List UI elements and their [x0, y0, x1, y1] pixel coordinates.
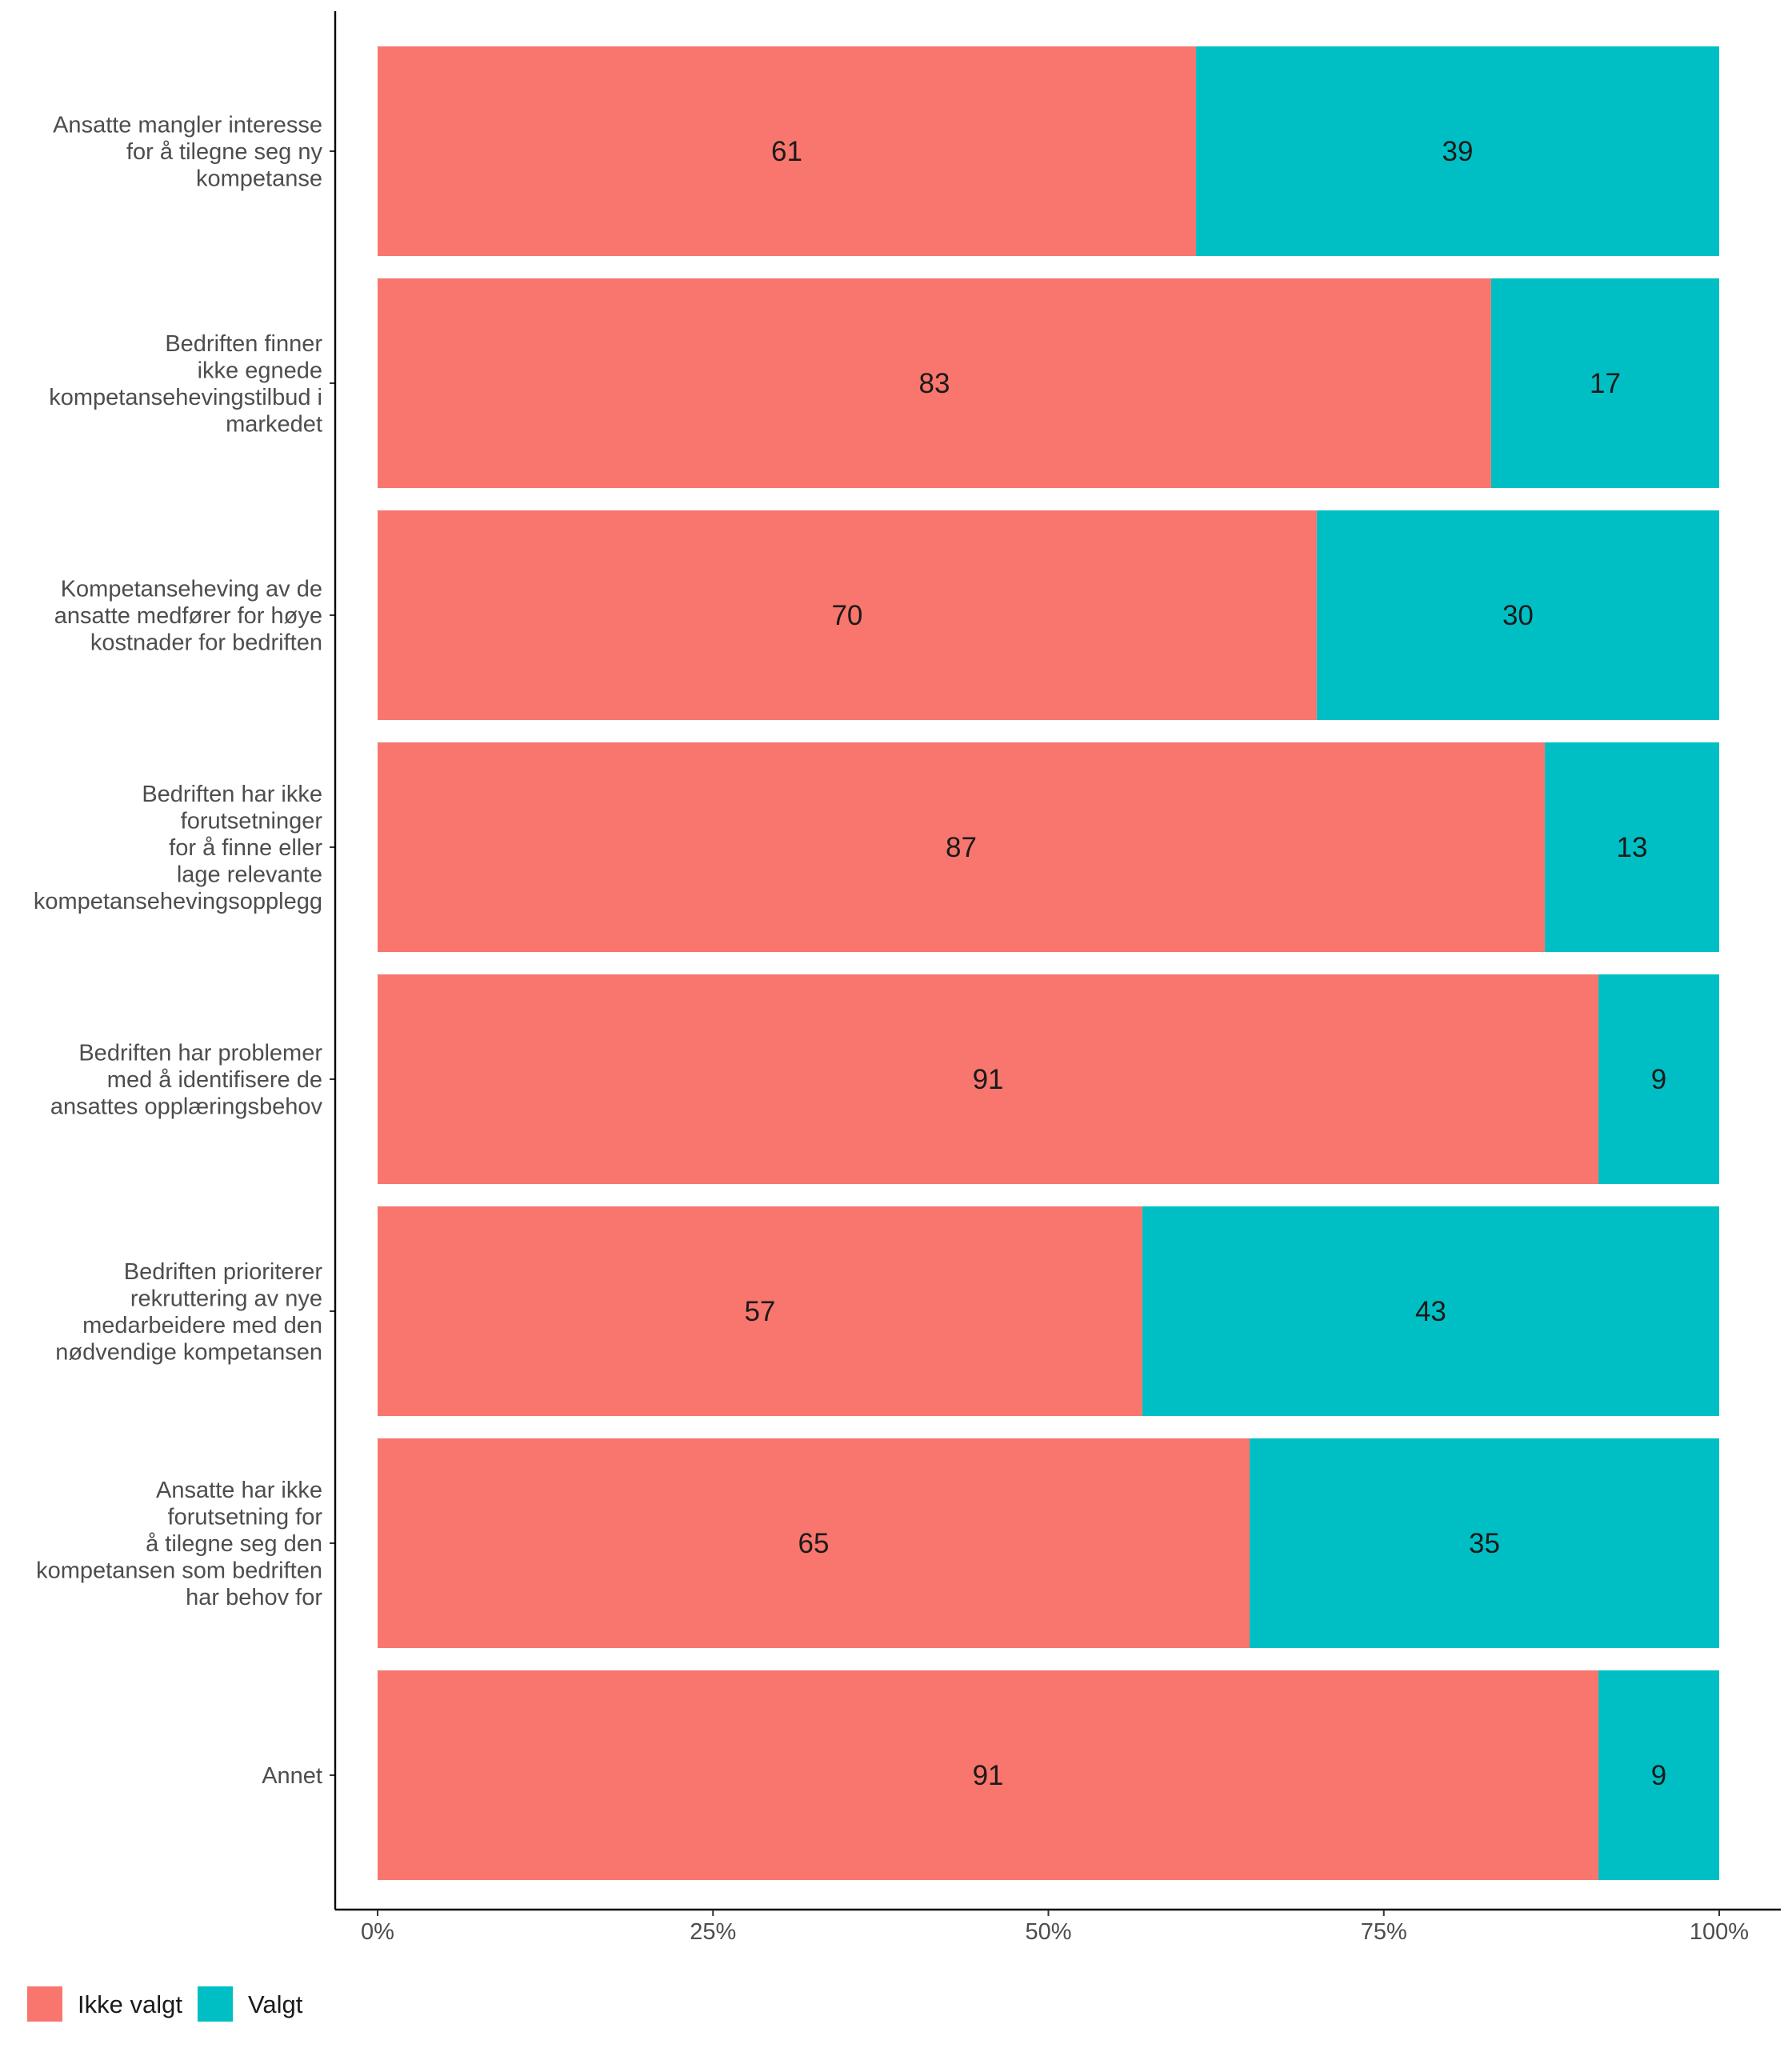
category-label: Annet: [262, 1763, 322, 1789]
legend-label: Valgt: [248, 1990, 303, 2018]
x-tick-label: 25%: [690, 1919, 736, 1945]
bar-value-label: 70: [831, 600, 862, 631]
category-label-line: har behov for: [186, 1585, 322, 1610]
bars-layer: 61 39 83 17 70 30 87 13 91 9 57 43 65 35 91 9: [378, 46, 1719, 1880]
x-tick-label: 100%: [1690, 1919, 1749, 1945]
bar-valgt-5: [1142, 1206, 1719, 1416]
bar-ikke-valgt-2: [378, 510, 1317, 720]
category-label-line: Bedriften prioriterer: [124, 1259, 323, 1285]
x-tick-label: 75%: [1361, 1919, 1407, 1945]
bar-valgt-0: [1195, 46, 1719, 256]
x-tick-label: 50%: [1025, 1919, 1071, 1945]
category-label: Ansatte mangler interesse for å tilegne s…: [53, 113, 322, 192]
category-label-line: kompetansehevingsopplegg: [34, 889, 322, 914]
axes-layer: Ansatte mangler interesse for å tilegne s…: [34, 11, 1781, 1945]
category-label: Ansatte har ikke forutsetning for å tilegn…: [36, 1478, 322, 1610]
bar-ikke-valgt-5: [378, 1206, 1142, 1416]
bar-valgt-2: [1316, 510, 1719, 720]
bar-value-label: 39: [1442, 136, 1474, 167]
bar-valgt-6: [1250, 1438, 1719, 1648]
category-label-line: for å finne eller: [169, 835, 322, 861]
category-label-line: ansatte medfører for høye: [54, 603, 322, 629]
category-label-line: kompetansehevingstilbud i: [49, 385, 322, 410]
category-label-line: Bedriften har ikke: [142, 782, 322, 807]
category-label-line: å tilegne seg den: [146, 1531, 322, 1557]
x-tick-label: 0%: [361, 1919, 394, 1945]
category-label-line: ikke egnede: [198, 358, 322, 383]
category-label: Bedriften finner ikke egnede kompetansehev…: [49, 331, 322, 438]
category-label-line: forutsetninger: [181, 809, 323, 834]
category-label-line: Annet: [262, 1763, 322, 1789]
bar-valgt-3: [1544, 742, 1719, 952]
bar-value-label: 43: [1415, 1296, 1446, 1327]
category-label-line: Bedriften har problemer: [78, 1041, 322, 1066]
bar-value-label: 65: [798, 1528, 830, 1559]
bar-ikke-valgt-1: [378, 278, 1491, 488]
bar-value-label: 9: [1651, 1760, 1666, 1791]
bar-valgt-1: [1490, 278, 1719, 488]
category-label-line: lage relevante: [177, 862, 322, 888]
bar-valgt-7: [1598, 1670, 1719, 1880]
bar-ikke-valgt-6: [378, 1438, 1250, 1648]
category-label-line: forutsetning for: [168, 1505, 323, 1530]
bar-value-label: 83: [918, 368, 950, 399]
bar-value-label: 9: [1651, 1064, 1666, 1095]
bar-value-label: 91: [973, 1760, 1004, 1791]
category-label: Kompetanseheving av de ansatte medfører f…: [54, 577, 322, 656]
category-label-line: Bedriften finner: [165, 331, 322, 357]
bar-value-label: 87: [946, 832, 977, 863]
legend-label: Ikke valgt: [78, 1990, 182, 2018]
category-label-line: Ansatte mangler interesse: [53, 113, 322, 138]
category-label: Bedriften har ikke forutsetninger for å fi…: [34, 782, 322, 914]
bar-value-label: 30: [1502, 600, 1534, 631]
category-label-line: kostnader for bedriften: [90, 630, 322, 656]
bar-ikke-valgt-7: [378, 1670, 1599, 1880]
category-label-line: kompetansen som bedriften: [36, 1558, 322, 1584]
category-label-line: for å tilegne seg ny: [126, 139, 323, 165]
category-label-line: nødvendige kompetansen: [55, 1339, 322, 1365]
category-label-line: ansattes opplæringsbehov: [50, 1094, 323, 1120]
legend-key-ikke-valgt: [27, 1986, 62, 2022]
category-label-line: Kompetanseheving av de: [61, 577, 322, 602]
bar-value-label: 17: [1590, 368, 1621, 399]
category-label: Bedriften prioriterer rekruttering av nye…: [55, 1259, 322, 1366]
bar-value-label: 61: [771, 136, 802, 167]
bar-valgt-4: [1598, 974, 1719, 1184]
bar-value-label: 13: [1617, 832, 1648, 863]
category-label-line: Ansatte har ikke: [156, 1478, 322, 1503]
category-label: Bedriften har problemer med å identifiser…: [50, 1041, 323, 1120]
category-label-line: markedet: [226, 411, 322, 437]
bar-value-label: 91: [973, 1064, 1004, 1095]
bar-ikke-valgt-4: [378, 974, 1599, 1184]
category-label-line: med å identifisere de: [107, 1067, 322, 1093]
legend-key-valgt: [198, 1986, 233, 2022]
bar-value-label: 57: [744, 1296, 775, 1327]
category-label-line: rekruttering av nye: [130, 1286, 322, 1311]
bar-ikke-valgt-3: [378, 742, 1545, 952]
bar-value-label: 35: [1469, 1528, 1500, 1559]
category-label-line: kompetanse: [196, 166, 322, 192]
legend: Ikke valgt Valgt: [27, 1986, 303, 2022]
category-label-line: medarbeidere med den: [82, 1313, 322, 1338]
bar-ikke-valgt-0: [378, 46, 1196, 256]
